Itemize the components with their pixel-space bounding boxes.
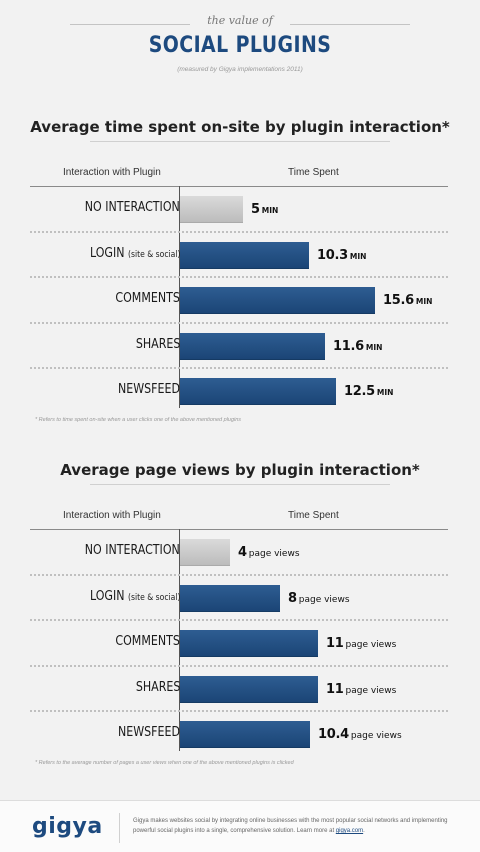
category-label: SHARES bbox=[135, 337, 180, 352]
data-label-value: 12.5 bbox=[344, 384, 375, 399]
chart-title-rule bbox=[90, 141, 390, 142]
data-label-unit: page views bbox=[345, 640, 397, 650]
bar bbox=[180, 539, 230, 566]
data-label-value: 11.6 bbox=[333, 338, 364, 354]
value-axis bbox=[179, 186, 180, 408]
bar bbox=[180, 196, 243, 223]
data-label-unit: MIN bbox=[349, 251, 367, 261]
data-label-value: 11 bbox=[326, 681, 344, 697]
data-label: 10.3 MIN bbox=[317, 246, 366, 264]
footer-end: . bbox=[363, 828, 365, 834]
data-label-value: 15.6 bbox=[383, 293, 414, 308]
row-separator bbox=[30, 367, 448, 370]
data-label-unit: MIN bbox=[415, 297, 433, 306]
data-label: 10.4 page views bbox=[318, 725, 402, 743]
chart-footnote: * Refers to time spent on-site when a us… bbox=[35, 417, 242, 423]
chart-footnote: * Refers to the average number of pages … bbox=[35, 760, 294, 766]
data-label-value: 5 bbox=[251, 202, 260, 217]
data-label: 12.5 MIN bbox=[344, 382, 393, 400]
category-label: NEWSFEED bbox=[118, 725, 180, 740]
data-label-unit: page views bbox=[345, 685, 397, 696]
data-label: 11.6 MIN bbox=[333, 337, 382, 355]
row-separator bbox=[30, 321, 448, 324]
category-name: NO INTERACTION bbox=[84, 543, 180, 558]
data-label: 5 MIN bbox=[251, 200, 278, 218]
category-label: COMMENTS bbox=[116, 291, 180, 306]
data-label-unit: MIN bbox=[261, 206, 279, 215]
page-title: SOCIAL PLUGINS bbox=[148, 33, 332, 58]
header-measured-note: (measured by Gigya implementations 2011) bbox=[177, 66, 303, 73]
data-label: 11 page views bbox=[326, 634, 396, 652]
data-label-value: 10.3 bbox=[317, 247, 348, 263]
bar bbox=[180, 721, 310, 748]
footer-text: Gigya makes websites social by integrati… bbox=[133, 816, 453, 836]
row-separator bbox=[30, 573, 448, 576]
data-label-value: 8 bbox=[288, 590, 297, 606]
category-label: NEWSFEED bbox=[118, 382, 180, 397]
bar bbox=[180, 630, 318, 657]
data-label-unit: page views bbox=[350, 731, 402, 741]
bar bbox=[180, 332, 325, 360]
data-label-unit: MIN bbox=[376, 388, 394, 397]
category-label: NO INTERACTION bbox=[85, 543, 180, 558]
category-qualifier: (site & social) bbox=[127, 592, 180, 603]
data-label-value: 11 bbox=[326, 636, 344, 651]
category-label: COMMENTS bbox=[116, 634, 180, 649]
category-label: LOGIN (site & social) bbox=[89, 246, 180, 261]
data-label: 4 page views bbox=[238, 543, 300, 561]
category-label: LOGIN (site & social) bbox=[89, 589, 180, 604]
category-name: SHARES bbox=[135, 679, 180, 695]
footer-link[interactable]: gigya.com bbox=[335, 828, 364, 834]
category-name: LOGIN bbox=[89, 245, 125, 261]
row-separator bbox=[30, 230, 448, 233]
bar bbox=[180, 675, 318, 703]
value-axis bbox=[179, 529, 180, 751]
data-label-unit: page views bbox=[298, 594, 350, 605]
category-column-header: Interaction with Plugin bbox=[63, 167, 161, 178]
bar bbox=[180, 378, 336, 405]
category-name: COMMENTS bbox=[115, 291, 180, 306]
category-name: NEWSFEED bbox=[117, 725, 180, 740]
category-name: SHARES bbox=[135, 336, 180, 352]
bar bbox=[180, 584, 280, 612]
data-label-value: 10.4 bbox=[318, 727, 349, 742]
data-label: 8 page views bbox=[288, 589, 350, 607]
category-label: NO INTERACTION bbox=[85, 200, 180, 215]
chart-title-rule bbox=[90, 484, 390, 485]
category-name: COMMENTS bbox=[115, 634, 180, 649]
category-name: NO INTERACTION bbox=[84, 200, 180, 215]
data-label-unit: MIN bbox=[365, 342, 383, 352]
header-subtitle: the value of bbox=[207, 14, 273, 27]
header-line bbox=[30, 186, 448, 187]
footer-description: Gigya makes websites social by integrati… bbox=[133, 818, 448, 834]
data-label: 11 page views bbox=[326, 680, 396, 698]
footer: gigya Gigya makes websites social by int… bbox=[0, 800, 480, 852]
category-qualifier: (site & social) bbox=[127, 249, 180, 260]
header-line bbox=[30, 529, 448, 530]
chart-title: Average page views by plugin interaction… bbox=[60, 461, 420, 479]
row-separator bbox=[30, 276, 448, 279]
bar bbox=[180, 287, 375, 314]
value-column-header: Time Spent bbox=[288, 510, 339, 521]
footer-divider bbox=[119, 813, 120, 843]
value-column-header: Time Spent bbox=[288, 167, 339, 178]
header-rule-left bbox=[70, 24, 190, 25]
category-name: NEWSFEED bbox=[117, 382, 180, 397]
header: the value of SOCIAL PLUGINS (measured by… bbox=[0, 0, 480, 80]
chart-title: Average time spent on-site by plugin int… bbox=[30, 118, 450, 136]
category-name: LOGIN bbox=[89, 588, 125, 604]
data-label-unit: page views bbox=[248, 549, 300, 559]
bar bbox=[180, 241, 309, 269]
category-label: SHARES bbox=[135, 680, 180, 695]
chart-section-1: Average time spent on-site by plugin int… bbox=[0, 112, 480, 442]
row-separator bbox=[30, 619, 448, 622]
chart-section-2: Average page views by plugin interaction… bbox=[0, 455, 480, 785]
row-separator bbox=[30, 664, 448, 667]
row-separator bbox=[30, 710, 448, 713]
gigya-logo[interactable]: gigya bbox=[32, 814, 103, 839]
category-column-header: Interaction with Plugin bbox=[63, 510, 161, 521]
data-label-value: 4 bbox=[238, 545, 247, 560]
header-rule-right bbox=[290, 24, 410, 25]
data-label: 15.6 MIN bbox=[383, 291, 432, 309]
